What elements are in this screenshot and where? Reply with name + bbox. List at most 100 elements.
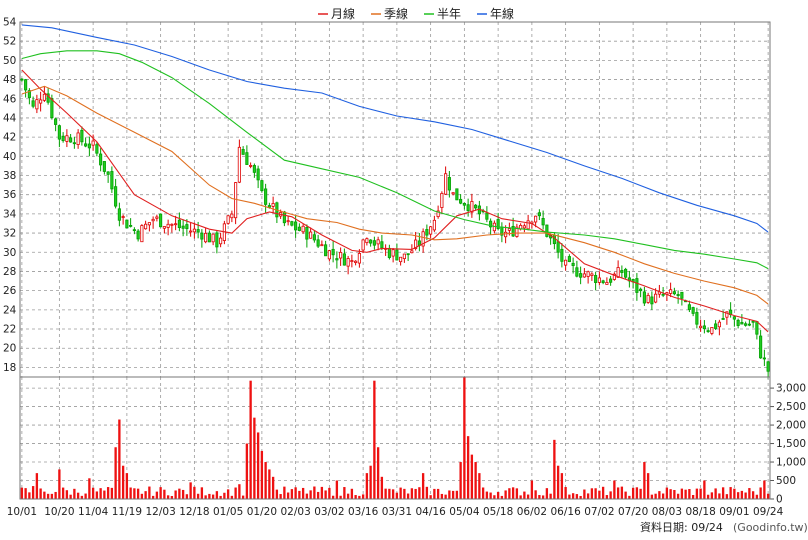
- candle-body: [320, 244, 324, 247]
- volume-bar: [755, 494, 759, 499]
- volume-bar: [354, 495, 357, 499]
- candle-body: [140, 225, 144, 243]
- candle-body: [744, 323, 748, 326]
- volume-bar: [65, 490, 69, 499]
- volume-bar: [418, 487, 421, 499]
- volume-bar: [290, 489, 294, 499]
- volume-bars: [20, 377, 770, 499]
- candle-body: [305, 227, 309, 240]
- volume-tick-label: 0: [776, 494, 783, 506]
- volume-bar: [88, 478, 91, 499]
- candle-body: [567, 256, 571, 263]
- volume-bar: [736, 492, 740, 499]
- candle-body: [369, 239, 373, 244]
- volume-bar: [725, 494, 729, 499]
- volume-bar: [391, 489, 395, 499]
- x-axis-labels: 10/01 10/20 11/04 11/19 12/03 12/18 01/05 01/20…: [7, 506, 784, 518]
- volume-bar: [478, 473, 481, 499]
- ma-line-1: [21, 85, 769, 305]
- volume-bar: [200, 487, 204, 499]
- volume-bar: [46, 493, 50, 499]
- ma-line-3: [21, 24, 769, 233]
- volume-bar: [444, 494, 447, 499]
- candle-body: [72, 142, 76, 145]
- volume-bar: [275, 489, 279, 499]
- volume-tick-label: 1,500: [776, 438, 806, 450]
- candle-body: [485, 212, 489, 220]
- volume-bar: [361, 494, 365, 499]
- candle-body: [582, 273, 586, 278]
- candle-body: [732, 316, 736, 320]
- candle-body: [84, 143, 88, 147]
- candle-body: [387, 247, 391, 258]
- candle-body: [361, 239, 365, 251]
- volume-bar: [594, 488, 597, 499]
- volume-bar: [170, 495, 174, 499]
- candle-body: [54, 118, 58, 125]
- volume-bar: [144, 491, 147, 499]
- candle-body: [459, 198, 463, 204]
- volume-bar: [553, 439, 556, 499]
- volume-bar: [624, 491, 627, 499]
- candle-body: [447, 177, 451, 191]
- volume-bar: [35, 473, 39, 499]
- candle-body: [654, 293, 658, 303]
- candle-body: [714, 323, 718, 329]
- ma-line-2: [21, 50, 769, 270]
- candle-body: [751, 320, 755, 323]
- volume-bar: [253, 417, 256, 499]
- candle-body: [80, 129, 84, 143]
- volume-bar: [110, 487, 114, 499]
- volume-bar: [616, 487, 620, 499]
- candle-body: [496, 219, 500, 230]
- volume-bar: [729, 487, 732, 499]
- volume-bar: [234, 487, 237, 499]
- volume-bar: [76, 492, 80, 499]
- volume-bar: [575, 494, 579, 499]
- candle-body: [256, 168, 260, 181]
- volume-bar: [369, 465, 372, 499]
- volume-bar: [159, 487, 162, 499]
- volume-bar: [136, 488, 140, 499]
- candle-body: [35, 99, 39, 110]
- candle-body: [24, 79, 28, 91]
- candle-body: [399, 256, 403, 263]
- volume-bar: [313, 486, 316, 499]
- volume-bar: [20, 487, 24, 499]
- candle-body: [612, 273, 616, 280]
- volume-bar: [590, 488, 594, 499]
- candle-body: [740, 322, 744, 325]
- candle-body: [579, 273, 583, 278]
- volume-bar: [583, 489, 586, 499]
- volume-bar: [703, 480, 706, 499]
- volume-bar: [50, 493, 54, 499]
- candle-body: [211, 233, 215, 243]
- candle-body: [402, 253, 406, 260]
- candle-body: [200, 232, 204, 240]
- volume-bar: [384, 488, 387, 499]
- candle-body: [181, 225, 185, 229]
- candle-body: [249, 165, 253, 167]
- volume-bar: [399, 487, 402, 499]
- volume-bar: [538, 495, 541, 499]
- candle-body: [609, 278, 613, 283]
- volume-bar: [586, 493, 590, 499]
- volume-bar: [628, 495, 631, 499]
- volume-bar: [54, 491, 57, 499]
- candle-body: [151, 218, 155, 222]
- volume-bar: [376, 447, 380, 499]
- volume-bar: [166, 495, 170, 499]
- candle-body: [102, 161, 106, 172]
- candle-body: [342, 253, 346, 266]
- candle-body: [215, 232, 219, 248]
- candle-body: [91, 140, 95, 146]
- price-tick-label: 36: [3, 189, 17, 201]
- legend-label-2: 半年: [437, 7, 461, 21]
- volume-bar: [61, 487, 65, 499]
- volume-bar: [84, 493, 87, 499]
- x-tick-label: 06/16: [550, 506, 581, 518]
- candle-body: [132, 229, 136, 232]
- candle-body: [755, 321, 759, 335]
- volume-bar: [695, 488, 699, 499]
- candle-body: [346, 258, 350, 267]
